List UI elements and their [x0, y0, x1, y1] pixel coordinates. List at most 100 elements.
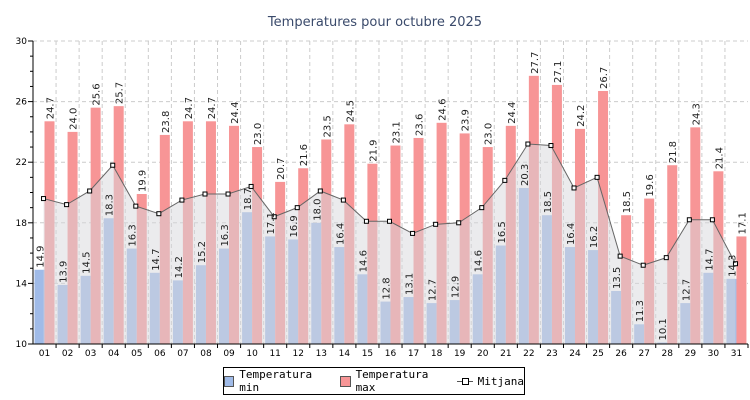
- label-min: 17.1: [266, 212, 277, 234]
- label-max: 19.9: [138, 170, 149, 192]
- label-min: 13.5: [612, 267, 623, 289]
- label-max: 24.2: [576, 105, 587, 127]
- x-tick-label: 23: [546, 349, 557, 359]
- mitjana-point: [179, 197, 185, 203]
- mitjana-point: [732, 261, 738, 267]
- label-min: 20.3: [520, 164, 531, 186]
- x-tick-label: 03: [85, 349, 96, 359]
- mitjana-point: [202, 191, 208, 197]
- legend-label-mitjana: Mitjana: [477, 374, 524, 388]
- label-min: 14.5: [82, 252, 93, 274]
- label-max: 24.4: [507, 102, 518, 124]
- label-min: 12.7: [428, 279, 439, 301]
- label-max: 20.7: [276, 158, 287, 180]
- mitjana-point: [271, 214, 277, 220]
- label-min: 10.1: [658, 318, 669, 340]
- y-tick-label: 14: [16, 279, 28, 289]
- label-max: 19.6: [645, 174, 656, 196]
- legend-item-min: Temperatura min: [224, 368, 330, 394]
- label-max: 23.9: [461, 109, 472, 131]
- label-max: 23.0: [253, 123, 264, 145]
- label-min: 14.7: [151, 249, 162, 271]
- label-max: 24.7: [184, 97, 195, 119]
- label-max: 25.6: [92, 83, 103, 105]
- label-max: 26.7: [599, 67, 610, 89]
- label-min: 14.3: [727, 255, 738, 277]
- label-min: 14.6: [358, 250, 369, 272]
- mitjana-point: [248, 183, 254, 189]
- mitjana-point: [571, 185, 577, 191]
- label-min: 14.7: [704, 249, 715, 271]
- label-min: 12.8: [381, 277, 392, 299]
- label-max: 21.8: [668, 141, 679, 163]
- label-min: 18.5: [543, 191, 554, 213]
- x-tick-label: 18: [431, 349, 443, 359]
- x-tick-label: 29: [685, 349, 697, 359]
- label-min: 11.3: [635, 300, 646, 322]
- legend: Temperatura min Temperatura max Mitjana: [223, 367, 525, 395]
- mitjana-point: [110, 162, 116, 168]
- x-tick-label: 07: [177, 349, 188, 359]
- bar-max: [736, 236, 747, 344]
- x-tick-label: 13: [316, 349, 327, 359]
- y-tick-label: 22: [16, 158, 27, 168]
- mitjana-point: [363, 218, 369, 224]
- x-tick-label: 24: [569, 349, 581, 359]
- label-min: 18.7: [243, 188, 254, 210]
- mitjana-point: [156, 211, 162, 217]
- label-min: 13.1: [405, 273, 416, 295]
- label-min: 16.3: [128, 224, 139, 246]
- label-max: 24.6: [438, 99, 449, 121]
- label-min: 13.9: [59, 261, 70, 283]
- mitjana-point: [387, 218, 392, 224]
- x-tick-label: 28: [662, 349, 674, 359]
- label-max: 21.4: [714, 147, 725, 169]
- x-tick-label: 15: [362, 349, 373, 359]
- mitjana-point: [294, 205, 300, 211]
- label-max: 24.7: [207, 97, 218, 119]
- label-min: 12.9: [451, 276, 462, 298]
- label-max: 24.7: [46, 97, 57, 119]
- label-min: 16.4: [566, 223, 577, 245]
- x-tick-label: 10: [246, 349, 258, 359]
- x-tick-label: 31: [731, 349, 742, 359]
- label-max: 27.7: [530, 52, 541, 74]
- x-tick-label: 17: [408, 349, 419, 359]
- mitjana-point: [502, 177, 508, 183]
- mitjana-point: [41, 196, 47, 202]
- mitjana-point: [433, 221, 439, 227]
- legend-swatch-min: [224, 375, 235, 387]
- x-tick-label: 01: [39, 349, 50, 359]
- mitjana-point: [640, 262, 646, 268]
- mitjana-point: [340, 197, 346, 203]
- mitjana-point: [594, 174, 600, 180]
- label-min: 15.2: [197, 241, 208, 263]
- legend-marker-mitjana: [456, 377, 473, 385]
- label-max: 23.0: [484, 123, 495, 145]
- y-tick-label: 30: [16, 37, 28, 47]
- mitjana-point: [479, 205, 485, 211]
- mitjana-point: [525, 141, 531, 147]
- mitjana-point: [87, 188, 93, 194]
- x-tick-label: 19: [454, 349, 466, 359]
- x-tick-label: 27: [638, 349, 649, 359]
- x-tick-label: 08: [200, 349, 212, 359]
- label-min: 14.2: [174, 256, 185, 278]
- label-max: 24.4: [230, 102, 241, 124]
- x-tick-label: 26: [615, 349, 627, 359]
- chart-title: Temperatures pour octubre 2025: [267, 15, 483, 30]
- label-min: 16.4: [335, 223, 346, 245]
- mitjana-point: [64, 202, 70, 208]
- x-tick-label: 04: [108, 349, 120, 359]
- y-tick-label: 18: [16, 219, 28, 229]
- mitjana-point: [686, 217, 692, 223]
- x-tick-label: 21: [500, 349, 511, 359]
- label-max: 21.9: [368, 139, 379, 161]
- label-min: 18.0: [312, 199, 323, 221]
- label-max: 23.6: [415, 114, 426, 136]
- mitjana-point: [133, 203, 139, 209]
- x-tick-label: 05: [131, 349, 142, 359]
- label-max: 24.3: [691, 103, 702, 125]
